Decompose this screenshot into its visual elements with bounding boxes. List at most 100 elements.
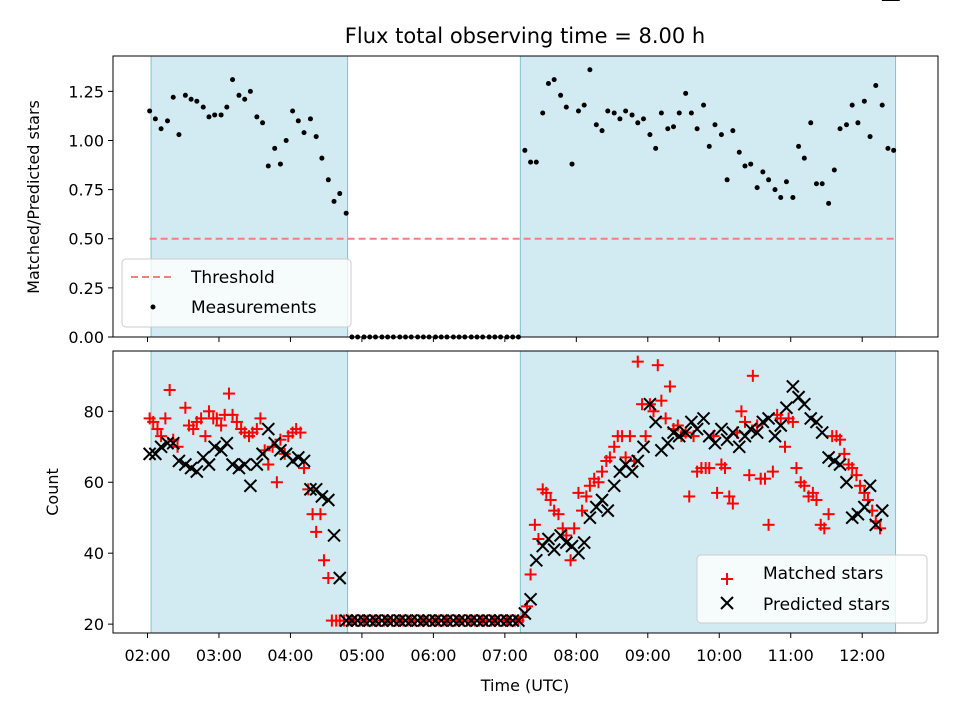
matched-star-point [603,451,616,464]
matched-star-point [798,479,811,492]
predicted-star-point [452,613,466,628]
measurement-point [766,177,772,183]
measurement-point [194,98,200,104]
predicted-star-point [154,440,168,454]
matched-star-point [226,408,239,421]
predicted-star-point [446,613,461,628]
predicted-star-point [464,613,478,628]
predicted-star-point [743,422,758,436]
legend-matched-swatch [721,573,733,585]
measurement-point [551,77,557,83]
predicted-star-point [315,489,329,504]
measurement-point [337,191,343,197]
top-panel: 0.00 0.25 0.50 0.75 1.00 1.25 Matched/Predict… [24,55,939,347]
measurement-point [605,108,611,114]
matched-star-point [187,423,200,436]
predicted-star-point [577,535,591,550]
matched-star-point [222,387,235,400]
predicted-star-point [523,592,538,607]
measurement-point [873,82,879,88]
measurement-point [849,102,855,108]
measurement-point [290,108,296,114]
measurement-point [718,132,724,138]
matched-star-point [663,380,676,393]
predicted-star-point [327,528,341,543]
measurement-point [730,128,736,134]
predicted-star-point [529,553,544,567]
measurement-point [170,94,176,100]
matched-star-point [262,458,275,471]
measurement-point [599,128,605,134]
predicted-star-point [440,613,454,628]
measurement-point [301,130,307,136]
matched-star-point [310,525,323,538]
measurement-point [236,92,242,98]
measurement-point [658,110,664,116]
matched-star-point [683,490,696,503]
matched-star-point [230,415,243,428]
predicted-star-point [434,613,448,628]
predicted-star-point [768,429,782,443]
top-panel-frame [112,55,939,338]
predicted-star-point [470,613,484,628]
measurement-point [635,120,641,126]
predicted-star-point [255,447,270,461]
predicted-star-point [643,397,657,411]
measurement-point [861,98,867,104]
measurement-point [778,194,784,200]
measurement-point [277,161,283,167]
matched-star-point [294,426,307,439]
measurement-point [331,198,337,204]
measurement-point [325,177,331,183]
predicted-star-point [416,613,431,628]
measurement-point [558,92,564,98]
bottom-y-tick-label: 40 [84,544,104,563]
measurement-point [283,137,289,143]
measurement-point [611,110,617,116]
predicted-star-point [779,401,794,415]
x-tick-label: 10:00 [696,646,742,665]
predicted-star-point [261,422,275,436]
x-tick-label: 03:00 [196,646,242,665]
predicted-star-point [428,613,443,628]
measurement-point [230,77,236,83]
matched-star-point [711,486,724,499]
measurement-point [176,132,182,138]
measurement-point [760,169,766,175]
matched-star-point [834,433,847,446]
matched-star-point [151,423,164,436]
matched-star-point [318,554,331,567]
matched-star-point [850,469,863,482]
predicted-star-point [869,518,883,532]
measurement-point [706,143,712,149]
predicted-star-point [809,415,824,429]
measurement-point [540,110,546,116]
predicted-star-point [237,457,252,472]
predicted-star-point [726,425,740,440]
predicted-star-point [225,457,240,472]
measurement-point [575,108,581,114]
predicted-star-point [190,464,204,479]
predicted-star-point [601,503,615,518]
matched-star-point [202,405,215,418]
matched-star-point [746,369,759,382]
legend-measurements-swatch [150,304,156,310]
predicted-star-point [386,613,401,628]
predicted-star-point [607,479,621,493]
matched-star-point [806,486,819,499]
predicted-star-point [750,425,764,440]
predicted-star-point [220,436,234,450]
matched-star-point [568,522,581,535]
matched-star-point [818,522,831,535]
matched-star-point [655,394,668,407]
legend-threshold-label: Threshold [190,268,275,288]
predicted-star-point [678,425,693,440]
top-y-tick-label: 0.00 [68,328,104,347]
predicted-star-point [142,447,157,461]
matched-star-point [718,462,731,475]
measurement-point [522,147,528,153]
matched-star-point [735,405,748,418]
predicted-star-point [732,440,746,454]
predicted-star-point [774,418,788,433]
